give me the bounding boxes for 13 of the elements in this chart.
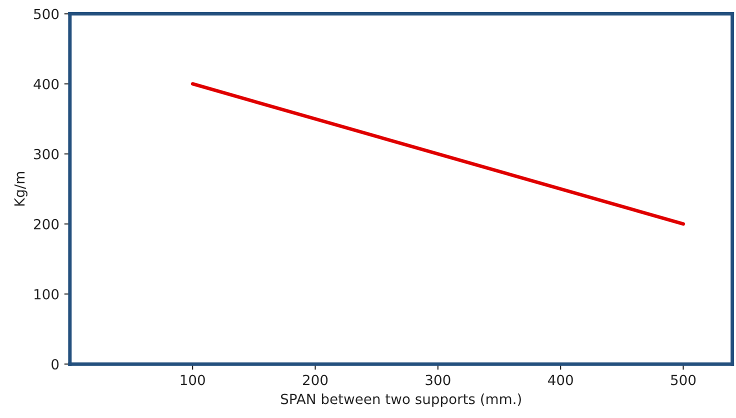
y-tick-label: 400 xyxy=(34,78,59,90)
y-axis-title: Kg/m xyxy=(14,172,28,206)
y-tick-label: 100 xyxy=(34,288,59,300)
x-tick-label: 100 xyxy=(180,374,205,386)
x-tick-label: 400 xyxy=(548,374,573,386)
y-tick-label: 300 xyxy=(34,148,59,160)
y-tick-label: 500 xyxy=(34,8,59,20)
y-tick-label: 200 xyxy=(34,218,59,230)
x-tick-label: 300 xyxy=(426,374,450,386)
x-tick-label: 200 xyxy=(303,374,328,386)
x-tick-label: 500 xyxy=(671,374,696,386)
y-tick-label: 0 xyxy=(52,359,59,370)
x-axis-title: SPAN between two supports (mm.) xyxy=(280,393,521,407)
